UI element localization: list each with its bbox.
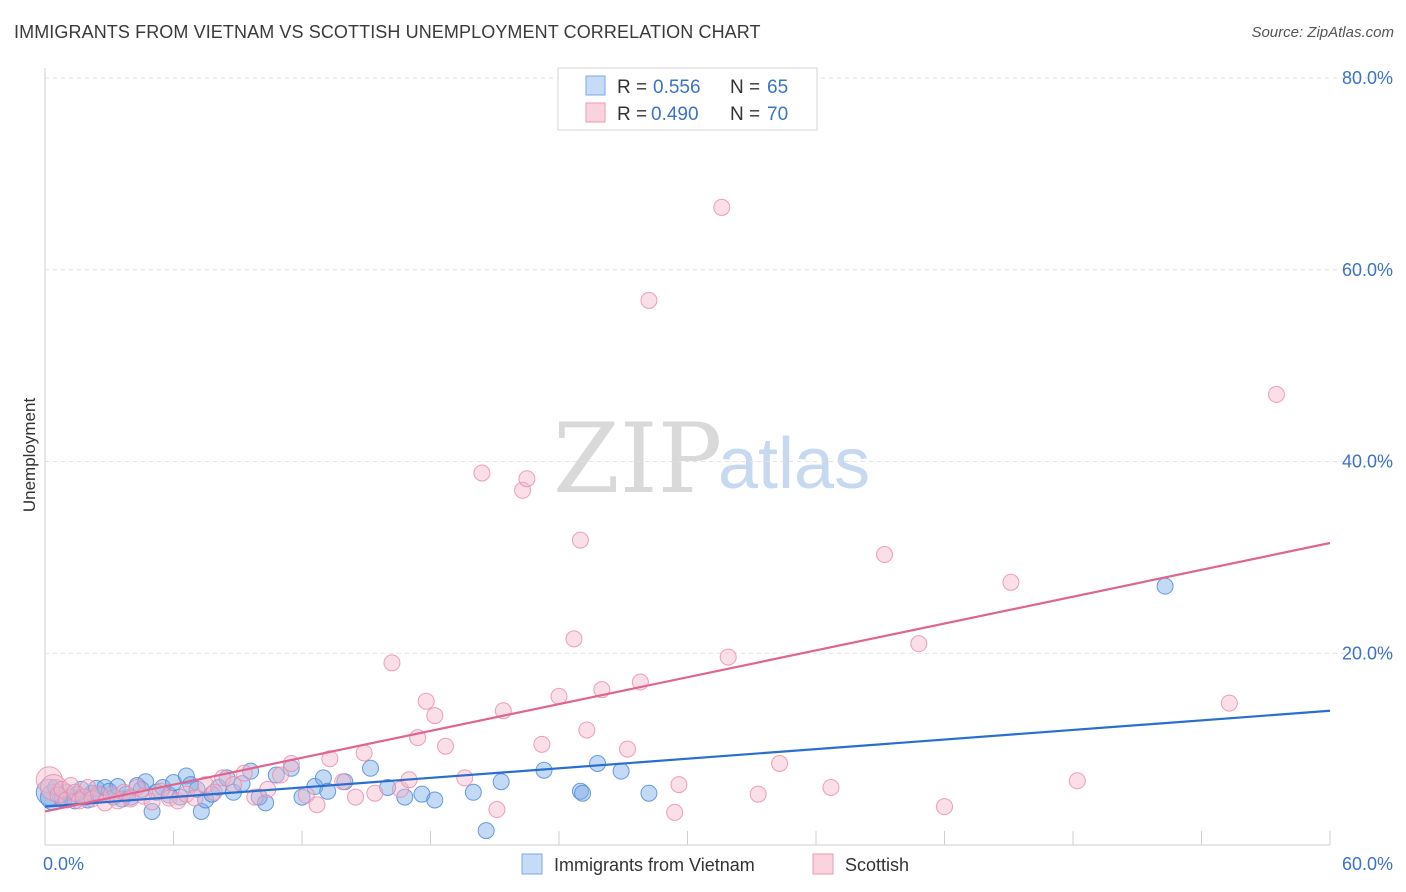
scottish-point-39	[355, 744, 373, 762]
scottish-point-56	[565, 630, 583, 648]
vietnam-point-43	[257, 794, 275, 812]
bottom-legend-swatch-vietnam	[521, 853, 543, 875]
bottom-legend-swatch-scottish	[812, 853, 834, 875]
scottish-point-45	[417, 692, 435, 710]
tick-labels: 20.0% 40.0% 60.0% 80.0% 0.0% 60.0%	[43, 68, 1393, 874]
series-legend: Immigrants from Vietnam Scottish	[521, 853, 909, 875]
vietnam-point-55	[426, 791, 444, 809]
scottish-point-69	[822, 778, 840, 796]
axes	[44, 68, 1331, 846]
correlation-legend: R = 0.556 N = 65 R = 0.490 N = 70	[557, 67, 818, 131]
scottish-point-37	[334, 773, 352, 791]
vietnam-point-25	[143, 802, 161, 820]
bottom-legend-label-scottish: Scottish	[845, 855, 909, 875]
scottish-point-63	[666, 803, 684, 821]
scottish-point-74	[1068, 772, 1086, 790]
scottish-point-49	[473, 464, 491, 482]
scottish-point-64	[670, 776, 688, 794]
vietnam-point-65	[1156, 577, 1174, 595]
grid-lines	[45, 77, 1392, 654]
y-tick-label-3: 80.0%	[1342, 68, 1393, 88]
scottish-point-46	[426, 707, 444, 725]
scottish-point-53	[518, 470, 536, 488]
vietnam-point-60	[571, 782, 589, 800]
scottish-point-6	[66, 783, 84, 801]
scottish-point-66	[719, 648, 737, 666]
y-tick-label-1: 40.0%	[1342, 452, 1393, 472]
legend-swatch-scottish	[585, 102, 606, 123]
vietnam-point-46	[293, 788, 311, 806]
vietnam-point-64	[640, 784, 658, 802]
vietnam-point-53	[396, 788, 414, 806]
scottish-point-47	[436, 737, 454, 755]
scottish-point-65	[713, 198, 731, 216]
scottish-point-72	[936, 798, 953, 816]
scottish-point-29	[235, 764, 253, 782]
vietnam-point-58	[492, 773, 510, 791]
scottish-point-32	[272, 766, 290, 784]
scottish-point-23	[177, 785, 195, 803]
scottish-point-60	[619, 740, 637, 758]
scottish-point-24	[186, 789, 204, 807]
scottish-point-40	[366, 784, 384, 802]
scottish-point-41	[383, 654, 401, 672]
scottish-point-30	[246, 788, 264, 806]
vietnam-point-63	[612, 762, 630, 780]
scottish-point-57	[571, 531, 589, 549]
series-vietnam-points	[35, 577, 1174, 840]
y-tick-label-0: 20.0%	[1342, 643, 1393, 663]
chart-title: IMMIGRANTS FROM VIETNAM VS SCOTTISH UNEM…	[14, 22, 761, 42]
scottish-point-48	[456, 769, 474, 787]
scottish-point-1	[40, 773, 68, 801]
scottish-point-67	[749, 785, 767, 803]
x-tick-label-1: 60.0%	[1342, 854, 1393, 874]
legend-n-label-2: N =	[730, 104, 760, 125]
vietnam-point-61	[574, 784, 592, 802]
legend-n-value-1: 65	[767, 77, 788, 98]
scottish-point-0	[35, 766, 63, 794]
scottish-point-26	[205, 783, 223, 801]
y-axis-label: Unemployment	[20, 398, 39, 513]
scottish-point-68	[771, 755, 789, 773]
legend-n-label-1: N =	[730, 77, 760, 98]
vietnam-point-57	[477, 822, 495, 840]
trend-lines	[44, 541, 1331, 813]
vietnam-point-56	[464, 783, 482, 801]
source-label: Source: ZipAtlas.com	[1251, 24, 1394, 41]
legend-n-value-2: 70	[767, 104, 788, 125]
y-tick-label-2: 60.0%	[1342, 260, 1393, 280]
scottish-point-50	[488, 801, 506, 819]
vietnam-point-62	[589, 755, 607, 773]
scottish-point-35	[308, 796, 326, 814]
vietnam-point-49	[319, 782, 337, 800]
legend-r-value-2: 0.490	[651, 104, 699, 125]
scottish-point-54	[533, 735, 551, 753]
scottish-point-70	[876, 545, 894, 563]
scottish-trend-line	[44, 541, 1331, 813]
watermark-zip: ZIP	[553, 403, 722, 515]
x-tick-label-0: 0.0%	[43, 854, 84, 874]
legend-swatch-vietnam	[585, 75, 606, 96]
scottish-point-38	[347, 788, 365, 806]
scottish-point-62	[640, 291, 658, 309]
legend-r-label-1: R =	[617, 77, 647, 98]
watermark-atlas: atlas	[718, 424, 870, 504]
scottish-point-73	[1002, 573, 1020, 591]
scottish-point-58	[578, 721, 596, 739]
scottish-point-76	[1267, 385, 1285, 403]
scottish-point-42	[392, 780, 410, 798]
vietnam-point-51	[362, 759, 380, 777]
vietnam-point-44	[267, 766, 285, 784]
scottish-point-71	[910, 635, 928, 653]
scottish-point-3	[53, 780, 71, 798]
scottish-point-75	[1220, 694, 1238, 712]
legend-r-label-2: R =	[617, 104, 647, 125]
legend-r-value-1: 0.556	[653, 77, 701, 98]
vietnam-trend-line	[44, 709, 1331, 808]
bottom-legend-label-vietnam: Immigrants from Vietnam	[554, 855, 755, 875]
scottish-point-36	[321, 750, 339, 768]
